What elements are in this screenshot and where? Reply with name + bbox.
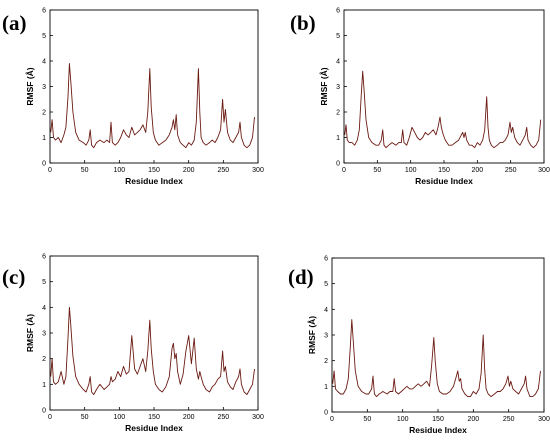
x-tick-label: 150 — [148, 414, 160, 421]
y-tick-label: 4 — [42, 305, 46, 312]
x-tick-label: 50 — [373, 167, 381, 174]
panel-label: (a) — [2, 11, 27, 35]
x-tick-label: 250 — [505, 167, 517, 174]
plot-frame — [331, 257, 545, 413]
y-tick-label: 6 — [42, 8, 46, 15]
x-tick-label: 0 — [48, 167, 52, 174]
y-tick-label: 5 — [324, 281, 328, 288]
y-axis-title: RMSF (Å) — [307, 316, 317, 354]
y-tick-label: 4 — [42, 59, 46, 66]
x-tick-label: 150 — [438, 167, 450, 174]
x-tick-label: 200 — [183, 414, 195, 421]
x-tick-label: 100 — [397, 416, 409, 423]
x-tick-label: 200 — [183, 167, 195, 174]
y-axis-title: RMSF (Å) — [25, 314, 35, 352]
y-tick-label: 5 — [336, 33, 340, 40]
y-tick-label: 3 — [336, 84, 340, 91]
x-tick-label: 100 — [405, 167, 417, 174]
y-tick-label: 0 — [336, 161, 340, 168]
x-axis-title: Residue Index — [415, 176, 473, 186]
y-tick-label: 0 — [42, 161, 46, 168]
y-tick-label: 5 — [42, 33, 46, 40]
plot-frame — [343, 9, 545, 164]
y-axis-title: RMSF (Å) — [25, 67, 35, 105]
x-axis-title: Residue Index — [125, 176, 183, 186]
x-tick-label: 100 — [113, 414, 125, 421]
x-tick-label: 0 — [342, 167, 346, 174]
x-tick-label: 50 — [81, 414, 89, 421]
x-tick-label: 150 — [148, 167, 160, 174]
y-tick-label: 2 — [42, 356, 46, 363]
x-tick-label: 100 — [113, 167, 125, 174]
x-tick-label: 50 — [81, 167, 89, 174]
x-tick-label: 300 — [538, 416, 550, 423]
x-tick-label: 50 — [363, 416, 371, 423]
x-axis-title: Residue Index — [125, 423, 183, 433]
x-tick-label: 0 — [48, 414, 52, 421]
x-tick-label: 250 — [217, 167, 229, 174]
panel-label: (c) — [2, 265, 25, 289]
plot-frame — [49, 9, 259, 164]
x-axis-title: Residue Index — [409, 425, 467, 435]
rmsf-series-line — [50, 306, 255, 396]
x-tick-label: 200 — [471, 167, 483, 174]
y-tick-label: 3 — [42, 331, 46, 338]
rmsf-series-line — [332, 319, 541, 398]
y-tick-label: 5 — [42, 279, 46, 286]
y-tick-label: 6 — [324, 256, 328, 263]
y-tick-label: 4 — [336, 59, 340, 66]
y-axis-title: RMSF (Å) — [319, 67, 329, 105]
panel-label: (d) — [288, 265, 314, 289]
y-tick-label: 6 — [336, 8, 340, 15]
y-tick-label: 2 — [324, 358, 328, 365]
x-tick-label: 250 — [217, 414, 229, 421]
y-tick-label: 3 — [42, 84, 46, 91]
y-tick-label: 2 — [42, 110, 46, 117]
y-tick-label: 6 — [42, 254, 46, 261]
rmsf-series-line — [344, 70, 542, 149]
x-tick-label: 150 — [432, 416, 444, 423]
panel-label: (b) — [290, 11, 316, 35]
y-tick-label: 1 — [336, 135, 340, 142]
y-tick-label: 1 — [324, 384, 328, 391]
y-tick-label: 2 — [336, 110, 340, 117]
y-tick-label: 1 — [42, 135, 46, 142]
x-tick-label: 300 — [252, 414, 264, 421]
x-tick-label: 200 — [467, 416, 479, 423]
y-tick-label: 3 — [324, 333, 328, 340]
y-tick-label: 1 — [42, 382, 46, 389]
x-tick-label: 300 — [252, 167, 264, 174]
x-tick-label: 300 — [538, 167, 550, 174]
x-tick-label: 250 — [503, 416, 515, 423]
x-tick-label: 0 — [330, 416, 334, 423]
rmsf-series-line — [50, 63, 255, 149]
y-tick-label: 4 — [324, 307, 328, 314]
y-tick-label: 0 — [42, 408, 46, 415]
y-tick-label: 0 — [324, 410, 328, 417]
